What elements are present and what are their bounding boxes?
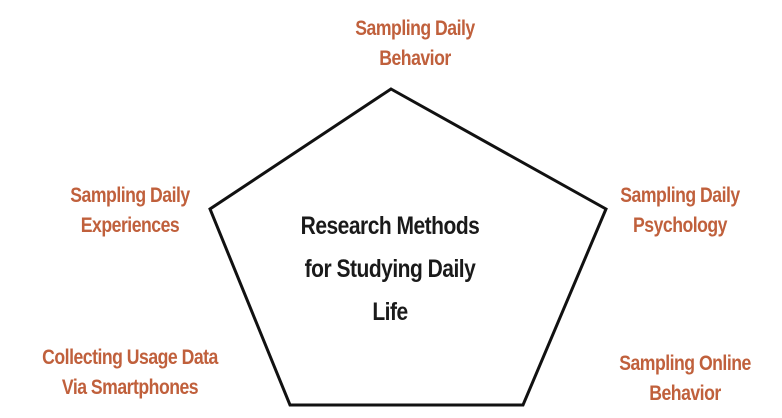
node-sampling-daily-experiences: Sampling Daily Experiences <box>29 181 231 241</box>
center-title-line-1: Research Methods <box>300 212 480 240</box>
node-upper-left-line-2: Experiences <box>80 214 180 237</box>
node-top-line-1: Sampling Daily <box>355 17 475 40</box>
node-upper-left-line-1: Sampling Daily <box>70 184 190 207</box>
node-collecting-usage-data: Collecting Usage Data Via Smartphones <box>21 343 239 403</box>
node-sampling-online-behavior: Sampling Online Behavior <box>605 349 765 409</box>
node-sampling-daily-psychology: Sampling Daily Psychology <box>600 181 760 241</box>
node-lower-left-line-2: Via Smartphones <box>61 376 199 399</box>
node-upper-right-line-1: Sampling Daily <box>620 184 740 207</box>
node-sampling-daily-behavior: Sampling Daily Behavior <box>327 14 503 74</box>
node-top-line-2: Behavior <box>379 47 451 70</box>
center-title-line-3: Life <box>372 298 408 326</box>
pentagon-outline <box>208 87 608 407</box>
node-lower-left-line-1: Collecting Usage Data <box>42 346 218 369</box>
node-upper-right-line-2: Psychology <box>633 214 727 237</box>
center-title-line-2: for Studying Daily <box>304 255 476 283</box>
center-title: Research Methods for Studying Daily Life <box>272 205 507 334</box>
node-lower-right-line-1: Sampling Online <box>619 352 751 375</box>
node-lower-right-line-2: Behavior <box>649 382 721 405</box>
